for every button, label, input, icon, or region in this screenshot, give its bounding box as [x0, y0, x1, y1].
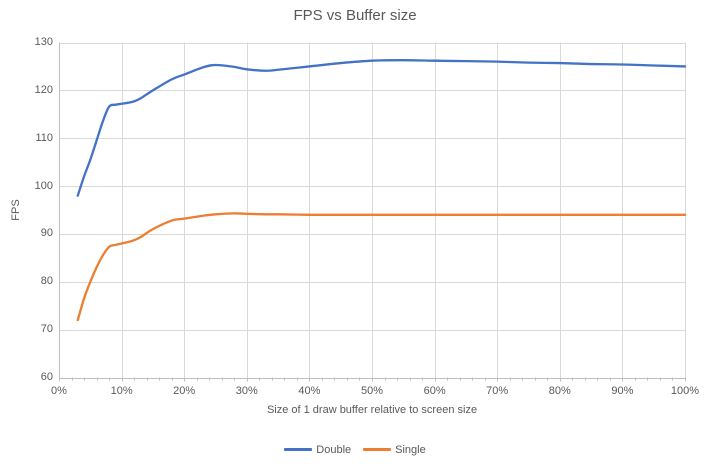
y-tick-label: 120 [34, 83, 53, 96]
x-tick-label: 0% [51, 385, 67, 397]
y-tick-label: 70 [40, 323, 53, 336]
gridlines [59, 42, 686, 378]
x-tick-label: 80% [548, 385, 571, 397]
legend-line-swatch [363, 448, 392, 451]
x-tick-label: 40% [298, 385, 321, 397]
legend: Double Single [0, 442, 710, 457]
x-tick-label: 100% [670, 385, 700, 397]
y-tick-label: 80 [40, 275, 53, 288]
y-tick-label: 110 [35, 131, 53, 144]
y-tick-label: 90 [40, 227, 53, 240]
legend-item-single: Single [363, 443, 426, 457]
chart-title: FPS vs Buffer size [293, 7, 417, 24]
x-tick-label: 90% [611, 385, 634, 397]
x-tick-label: 10% [110, 385, 133, 397]
series-line-single [76, 212, 687, 322]
x-tick-label: 20% [173, 385, 196, 397]
x-tick-label: 30% [235, 385, 258, 397]
y-tick-label: 100 [34, 179, 53, 192]
legend-item-double: Double [284, 443, 351, 457]
y-tick-label: 130 [34, 36, 53, 48]
x-tick-label: 50% [360, 385, 384, 397]
series-line-double [76, 59, 687, 197]
legend-line-swatch [284, 448, 313, 451]
x-tick-label: 70% [486, 385, 509, 397]
x-tick-marks [59, 377, 686, 382]
x-tick-label: 60% [423, 385, 446, 397]
x-axis-title: Size of 1 draw buffer relative to screen… [266, 404, 478, 416]
y-tick-label: 60 [40, 371, 53, 383]
legend-label: Single [395, 443, 426, 456]
legend-label: Double [316, 443, 352, 456]
